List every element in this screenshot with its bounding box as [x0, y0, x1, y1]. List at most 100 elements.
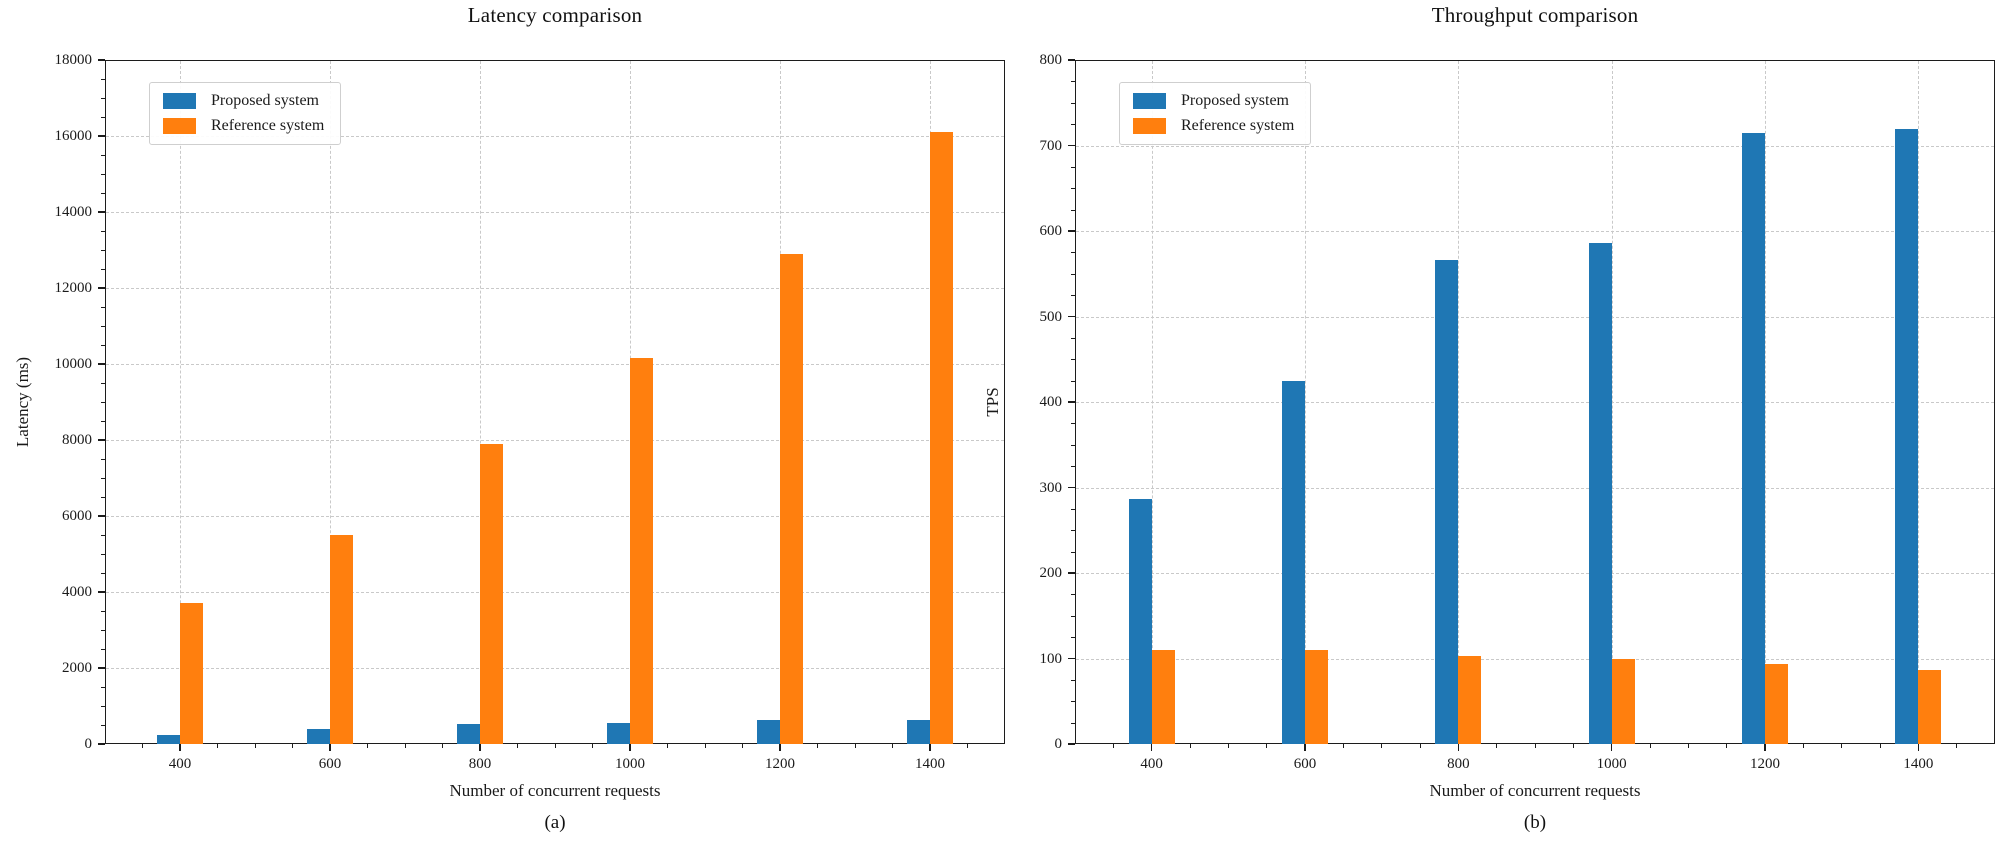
y-minor-tick	[1071, 252, 1075, 254]
y-major-tick	[98, 743, 105, 745]
y-major-tick	[1068, 315, 1075, 318]
y-major-tick	[98, 439, 105, 441]
x-minor-tick	[1266, 744, 1268, 748]
y-minor-tick	[101, 649, 105, 650]
reference-system-bar	[1918, 669, 1942, 744]
y-minor-tick	[1071, 444, 1075, 446]
y-minor-tick	[101, 326, 105, 327]
y-major-tick	[1068, 59, 1075, 61]
x-minor-tick	[1687, 744, 1689, 748]
proposed-system-bar	[1588, 242, 1612, 744]
y-minor-tick	[101, 79, 105, 80]
y-major-tick	[98, 211, 105, 213]
x-minor-tick	[742, 744, 743, 748]
x-minor-tick	[1496, 744, 1498, 748]
x-axis-label: Number of concurrent requests	[449, 781, 661, 800]
x-major-tick	[1610, 744, 1613, 751]
y-minor-tick	[101, 706, 105, 707]
x-minor-tick	[1381, 744, 1383, 748]
y-gridline	[1076, 145, 1994, 147]
x-minor-tick	[667, 744, 668, 748]
y-tick-label: 0	[84, 736, 93, 752]
x-major-tick	[179, 744, 181, 751]
proposed-system-bar	[757, 720, 780, 744]
y-major-tick	[1068, 572, 1075, 574]
legend-swatch	[1133, 118, 1166, 134]
proposed-system-bar	[1742, 132, 1765, 744]
subfigure-caption: (b)	[1523, 812, 1547, 833]
y-minor-tick	[1071, 102, 1075, 104]
y-gridline	[106, 592, 1004, 593]
x-minor-tick	[292, 744, 293, 748]
y-minor-tick	[101, 573, 105, 574]
reference-system-bar	[1151, 649, 1175, 744]
x-gridline	[330, 61, 331, 743]
y-gridline	[106, 212, 1004, 213]
x-gridline	[480, 61, 481, 743]
legend: Proposed system Reference system	[1119, 82, 1312, 145]
legend: Proposed system Reference system	[149, 82, 342, 145]
x-tick-label: 400	[1140, 756, 1163, 772]
subfigure-caption: (a)	[544, 812, 566, 833]
x-minor-tick	[367, 744, 368, 748]
y-minor-tick	[1071, 701, 1075, 703]
y-gridline	[106, 288, 1004, 289]
x-major-tick	[1150, 744, 1153, 751]
x-axis-label: Number of concurrent requests	[1429, 781, 1641, 800]
y-gridline	[1076, 487, 1994, 489]
y-minor-tick	[1071, 359, 1075, 361]
y-major-tick	[98, 591, 105, 593]
legend-label: Proposed system	[1181, 92, 1289, 109]
y-minor-tick	[101, 497, 105, 498]
x-minor-tick	[967, 744, 968, 748]
y-tick-label: 200	[1039, 565, 1063, 581]
legend-item: Reference system	[1133, 117, 1294, 135]
y-gridline	[106, 668, 1004, 669]
x-minor-tick	[1572, 744, 1574, 748]
y-tick-label: 0	[1054, 736, 1063, 752]
y-gridline	[106, 440, 1004, 441]
reference-system-bar	[1611, 659, 1635, 744]
x-gridline	[1611, 61, 1613, 743]
proposed-system-bar	[907, 720, 930, 744]
y-gridline	[1076, 402, 1994, 403]
y-minor-tick	[101, 478, 105, 479]
x-major-tick	[329, 744, 331, 751]
y-minor-tick	[101, 174, 105, 175]
reference-system-bar	[1458, 655, 1482, 744]
proposed-system-bar	[1435, 260, 1459, 744]
reference-system-bar	[630, 358, 653, 744]
y-tick-label: 18000	[54, 52, 93, 68]
chart-title: Throughput comparison	[1431, 3, 1639, 27]
x-minor-tick	[1342, 744, 1344, 748]
y-minor-tick	[1071, 466, 1075, 468]
reference-system-bar	[180, 603, 203, 744]
reference-system-bar	[1305, 649, 1328, 744]
legend-label: Proposed system	[211, 92, 319, 109]
y-minor-tick	[1071, 81, 1075, 83]
legend-swatch	[163, 118, 196, 134]
y-gridline	[1076, 658, 1994, 660]
y-minor-tick	[101, 687, 105, 688]
y-gridline	[106, 516, 1004, 517]
y-minor-tick	[1071, 530, 1075, 532]
x-tick-label: 600	[318, 756, 342, 772]
x-major-tick	[1917, 744, 1920, 751]
y-minor-tick	[1071, 380, 1075, 382]
y-minor-tick	[101, 402, 105, 403]
y-tick-label: 4000	[62, 584, 92, 600]
proposed-system-bar	[157, 734, 180, 744]
x-minor-tick	[1112, 744, 1114, 748]
plot-area	[105, 60, 1005, 744]
y-gridline	[106, 364, 1004, 365]
y-minor-tick	[1071, 295, 1075, 297]
legend-item: Reference system	[163, 117, 324, 135]
y-gridline	[1076, 231, 1994, 232]
x-minor-tick	[217, 744, 218, 748]
y-minor-tick	[1071, 209, 1075, 211]
y-minor-tick	[101, 345, 105, 346]
y-major-tick	[98, 667, 105, 669]
x-minor-tick	[592, 744, 593, 748]
x-minor-tick	[554, 744, 556, 748]
x-tick-label: 1000	[1596, 756, 1627, 772]
